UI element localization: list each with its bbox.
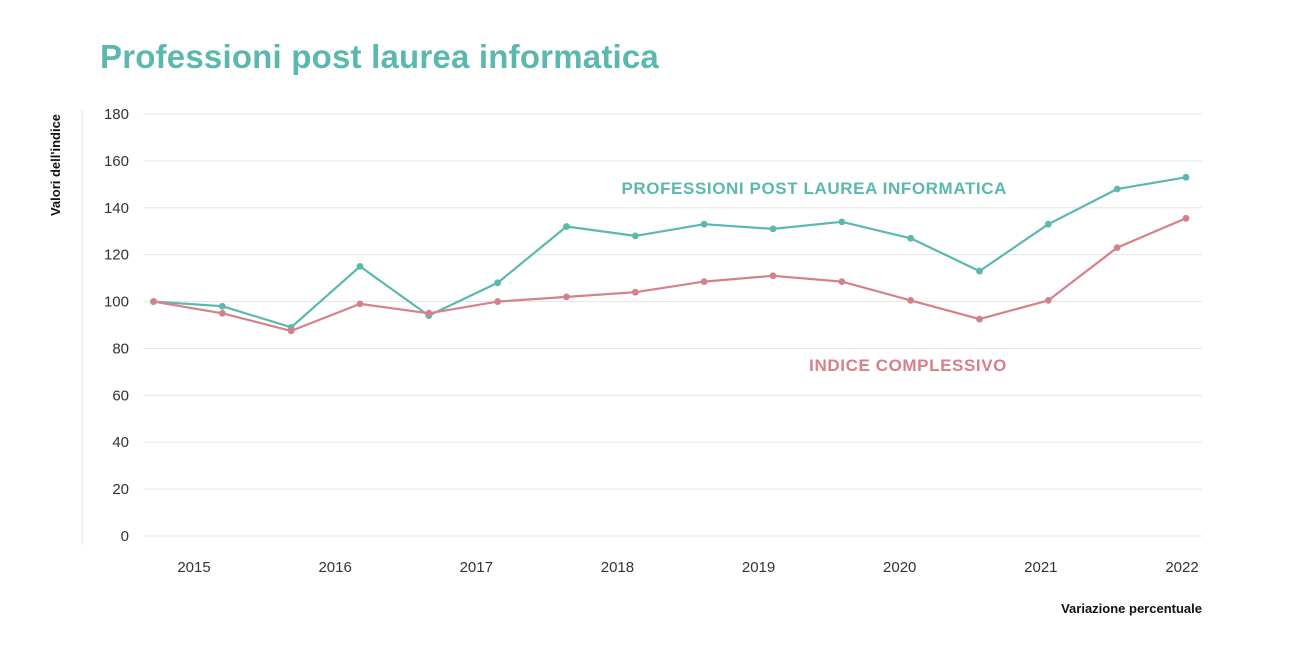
data-point-1-8 <box>700 278 708 286</box>
gridlines <box>143 113 1202 537</box>
data-point-0-12 <box>976 267 983 275</box>
x-tick-2016: 2016 <box>318 559 351 576</box>
x-tick-2017: 2017 <box>460 559 493 576</box>
y-tick-180: 180 <box>104 106 129 123</box>
x-tick-2019: 2019 <box>742 559 775 576</box>
series-label-indice-complessivo: INDICE COMPLESSIVO <box>809 356 1007 375</box>
data-point-0-3 <box>356 262 364 270</box>
data-point-0-1 <box>218 302 226 310</box>
data-point-0-10 <box>838 218 846 226</box>
y-tick-80: 80 <box>112 340 129 357</box>
data-point-1-15 <box>1182 214 1190 222</box>
data-point-0-11 <box>907 234 915 242</box>
y-tick-160: 160 <box>104 153 129 170</box>
series-line-0 <box>153 176 1187 329</box>
data-point-1-14 <box>1113 244 1121 252</box>
data-point-1-0 <box>150 298 157 305</box>
data-point-1-4 <box>425 309 433 317</box>
data-point-0-8 <box>700 220 708 228</box>
data-point-1-10 <box>838 278 846 286</box>
series-lines <box>153 176 1187 332</box>
y-tick-60: 60 <box>112 387 129 404</box>
data-point-0-7 <box>631 232 639 240</box>
x-tick-2021: 2021 <box>1024 559 1057 576</box>
data-point-1-1 <box>218 309 226 317</box>
data-point-0-14 <box>1113 185 1121 193</box>
data-point-0-13 <box>1044 220 1052 228</box>
x-axis-title: Variazione percentuale <box>1061 601 1202 616</box>
y-axis-title: Valori dell'indice <box>48 114 63 216</box>
x-tick-2015: 2015 <box>177 559 210 576</box>
y-tick-120: 120 <box>104 247 129 264</box>
chart-title: Professioni post laurea informatica <box>100 38 659 75</box>
x-tick-2018: 2018 <box>601 559 634 576</box>
data-point-1-13 <box>1044 296 1052 304</box>
data-point-1-7 <box>631 288 639 296</box>
y-tick-140: 140 <box>104 200 129 217</box>
data-point-1-3 <box>356 300 364 308</box>
data-point-0-6 <box>563 223 570 230</box>
y-tick-20: 20 <box>112 481 129 498</box>
x-tick-2022: 2022 <box>1165 559 1198 576</box>
x-tick-2020: 2020 <box>883 559 916 576</box>
data-point-1-9 <box>769 272 777 280</box>
data-point-0-15 <box>1182 173 1190 181</box>
data-point-0-5 <box>494 279 502 287</box>
data-point-1-2 <box>287 327 295 335</box>
data-point-1-5 <box>494 298 502 305</box>
data-point-1-11 <box>907 296 915 304</box>
series-points <box>150 173 1190 335</box>
y-tick-labels: 0 20 40 60 80 100 120 140 160 180 <box>104 106 129 545</box>
series-line-1 <box>153 217 1187 332</box>
y-tick-40: 40 <box>112 434 129 451</box>
data-point-1-6 <box>563 293 570 301</box>
data-point-0-9 <box>769 225 777 233</box>
series-label-professioni: PROFESSIONI POST LAUREA INFORMATICA <box>621 179 1007 198</box>
y-tick-0: 0 <box>121 528 129 545</box>
data-point-1-12 <box>976 315 983 323</box>
x-tick-labels: 2015 2016 2017 2018 2019 2020 2021 2022 <box>177 559 1198 576</box>
y-tick-100: 100 <box>104 294 129 311</box>
